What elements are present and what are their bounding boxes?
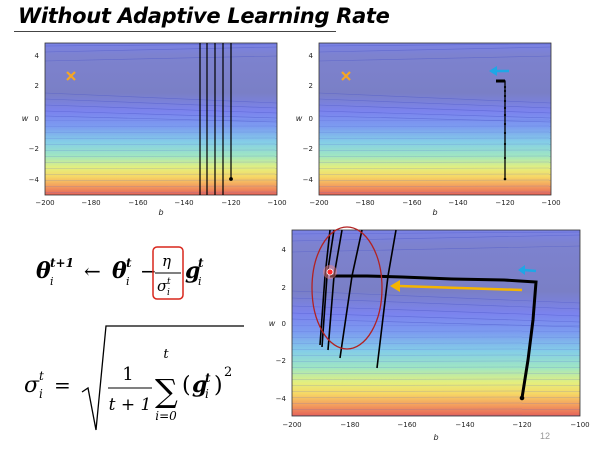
svg-text:b: b <box>433 433 438 442</box>
contour-chart: 4 2 0 −2 −4 −200 −180 −160 −140 −120 −10… <box>269 226 590 442</box>
slide-title: Without Adaptive Learning Rate <box>18 4 390 28</box>
svg-text:2: 2 <box>224 365 232 380</box>
svg-text:←: ← <box>84 259 101 283</box>
svg-text:−160: −160 <box>397 421 416 429</box>
update-rule-formula: θ t+1 i ← θ t i − η σ t i g t i <box>36 240 266 310</box>
svg-text:g: g <box>192 372 207 398</box>
svg-text:4: 4 <box>282 246 287 254</box>
svg-text:−200: −200 <box>282 421 301 429</box>
plot-adaptive-path: 4 2 0 −2 −4 −200 −180 −160 −140 −120 −10… <box>269 226 590 442</box>
sigma-definition-formula: σ t i = 1 t + 1 ∑ t i=0 ( g t i ) 2 <box>24 318 249 438</box>
svg-text:0: 0 <box>309 115 313 123</box>
svg-text:=: = <box>54 373 71 397</box>
svg-text:i=0: i=0 <box>155 409 177 423</box>
svg-text:−: − <box>140 259 157 283</box>
learning-rate-highlight-box <box>152 246 184 300</box>
svg-text:i: i <box>39 387 43 401</box>
svg-text:−4: −4 <box>303 176 314 184</box>
svg-text:−140: −140 <box>174 199 193 207</box>
gd-path <box>319 229 538 401</box>
svg-text:t: t <box>163 347 169 362</box>
svg-text:1: 1 <box>122 364 133 385</box>
svg-text:i: i <box>126 275 130 288</box>
svg-text:−2: −2 <box>276 357 286 365</box>
svg-text:2: 2 <box>35 82 39 90</box>
plot-small-learning-rate: 4 2 0 −2 −4 −200 −180 −160 −140 −120 −10… <box>296 42 561 217</box>
svg-text:t: t <box>39 369 44 383</box>
svg-text:i: i <box>167 288 170 298</box>
svg-text:θ: θ <box>36 258 51 284</box>
svg-text:t: t <box>205 371 211 385</box>
svg-text:w: w <box>22 114 29 123</box>
yellow-arrow-icon <box>390 280 523 292</box>
svg-text:−4: −4 <box>29 176 40 184</box>
svg-text:): ) <box>214 373 223 398</box>
svg-text:−200: −200 <box>309 199 328 207</box>
title-underline <box>14 31 336 32</box>
svg-text:−100: −100 <box>267 199 286 207</box>
contour-chart: 4 2 0 −2 −4 −200 −180 −160 −140 −120 −10… <box>296 42 561 217</box>
svg-text:−120: −120 <box>512 421 531 429</box>
svg-text:4: 4 <box>35 52 40 60</box>
svg-text:η: η <box>162 252 171 270</box>
svg-text:2: 2 <box>309 82 313 90</box>
gd-path <box>496 79 507 181</box>
svg-text:−180: −180 <box>355 199 374 207</box>
blue-arrow-icon <box>518 265 537 275</box>
svg-text:σ: σ <box>24 373 40 398</box>
svg-text:0: 0 <box>282 320 286 328</box>
sigma-formula-svg: σ t i = 1 t + 1 ∑ t i=0 ( g t i ) 2 <box>24 325 244 431</box>
svg-text:−2: −2 <box>29 145 39 153</box>
svg-text:(: ( <box>182 373 191 398</box>
svg-text:i: i <box>50 275 54 288</box>
svg-text:−4: −4 <box>276 395 287 403</box>
svg-text:w: w <box>269 319 276 328</box>
svg-text:−160: −160 <box>128 199 147 207</box>
update-rule-svg: θ t+1 i ← θ t i − η σ t i g t i <box>36 246 204 300</box>
svg-text:−180: −180 <box>340 421 359 429</box>
svg-text:t+1: t+1 <box>50 256 74 270</box>
svg-text:4: 4 <box>309 52 314 60</box>
svg-text:t: t <box>126 256 132 270</box>
svg-text:g: g <box>185 258 200 284</box>
optimum-x-marker <box>66 71 76 81</box>
plot-without-adaptive-lr: 4 2 0 −2 −4 −200 −180 −160 −140 −120 −10… <box>22 42 287 217</box>
svg-text:i: i <box>205 387 209 401</box>
svg-text:0: 0 <box>35 115 39 123</box>
svg-text:−140: −140 <box>455 421 474 429</box>
svg-text:−180: −180 <box>81 199 100 207</box>
svg-text:−140: −140 <box>448 199 467 207</box>
contour-chart: 4 2 0 −2 −4 −200 −180 −160 −140 −120 −10… <box>22 42 287 217</box>
svg-text:b: b <box>158 208 163 217</box>
svg-text:σ: σ <box>157 277 168 295</box>
optimum-x-marker <box>341 71 351 81</box>
svg-text:t: t <box>167 277 171 287</box>
svg-text:θ: θ <box>112 258 127 284</box>
svg-text:−160: −160 <box>402 199 421 207</box>
svg-text:−200: −200 <box>35 199 54 207</box>
svg-text:−100: −100 <box>541 199 560 207</box>
svg-text:−2: −2 <box>303 145 313 153</box>
optimum-marker <box>323 265 337 279</box>
svg-text:i: i <box>198 275 202 288</box>
svg-text:t: t <box>198 256 204 270</box>
svg-text:w: w <box>296 114 303 123</box>
blue-arrow-icon <box>489 66 509 76</box>
svg-text:2: 2 <box>282 284 286 292</box>
svg-text:b: b <box>432 208 437 217</box>
gd-path <box>199 43 233 195</box>
svg-text:t + 1: t + 1 <box>109 395 152 415</box>
page-number: 12 <box>540 431 551 441</box>
oscillation-ellipse <box>311 226 383 350</box>
svg-text:−120: −120 <box>495 199 514 207</box>
svg-text:−120: −120 <box>221 199 240 207</box>
svg-text:∑: ∑ <box>155 372 178 410</box>
svg-text:−100: −100 <box>570 421 589 429</box>
